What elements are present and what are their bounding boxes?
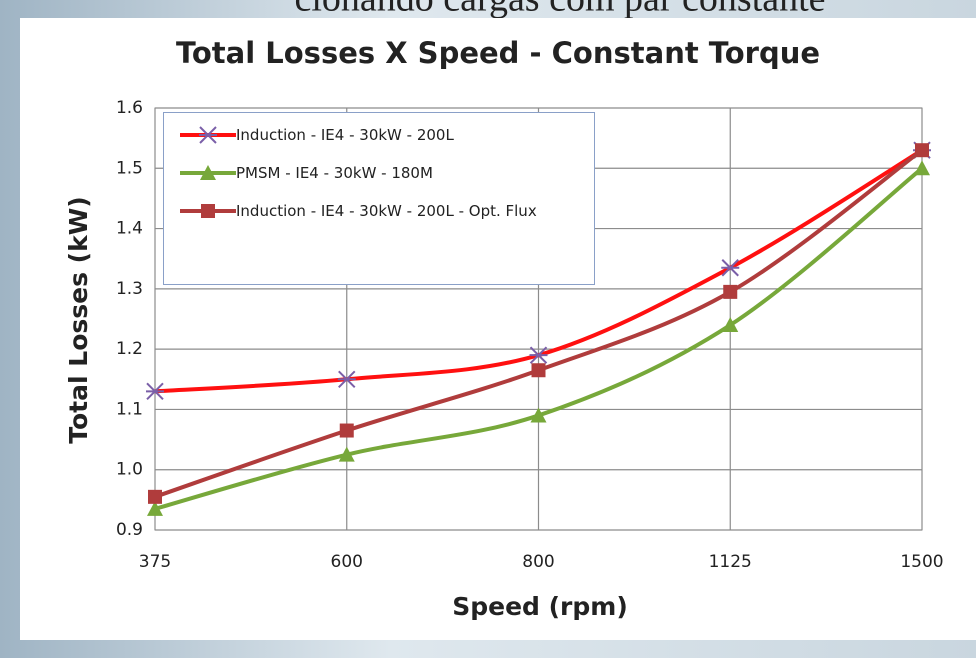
data-point: [337, 370, 356, 388]
data-point: [146, 382, 164, 401]
data-point: [915, 143, 929, 158]
legend-entry: Induction - IE4 - 30kW - 200L - Opt. Flu…: [172, 199, 586, 223]
series-line: [154, 148, 924, 394]
data-point: [530, 407, 547, 423]
y-tick-label: 1.6: [116, 98, 143, 118]
y-tick-label: 1.5: [116, 158, 143, 178]
data-point: [148, 489, 162, 504]
data-point: [338, 446, 355, 462]
y-tick-label: 1.2: [116, 339, 143, 359]
data-point: [914, 160, 930, 176]
y-tick-label: 1.1: [116, 399, 143, 419]
legend-marker: [199, 126, 217, 144]
x-tick-label: 800: [522, 552, 554, 572]
data-point: [147, 500, 163, 516]
x-tick-label: 375: [139, 552, 171, 572]
x-tick-label: 1125: [709, 552, 752, 572]
y-tick-label: 0.9: [116, 520, 143, 540]
legend-label: Induction - IE4 - 30kW - 200L - Opt. Flu…: [236, 202, 537, 220]
data-point: [722, 317, 739, 333]
legend-entry: Induction - IE4 - 30kW - 200L: [172, 123, 586, 147]
data-point: [721, 259, 740, 277]
data-point: [531, 363, 546, 378]
y-axis-label: Total Losses (kW): [64, 196, 93, 443]
legend-label: PMSM - IE4 - 30kW - 180M: [236, 164, 433, 182]
data-point: [339, 423, 354, 438]
x-tick-label: 1500: [900, 552, 943, 572]
legend-entry: PMSM - IE4 - 30kW - 180M: [172, 161, 586, 185]
data-point: [723, 284, 738, 299]
legend-swatch: [180, 204, 236, 218]
legend-swatch: [180, 165, 236, 180]
y-tick-label: 1.4: [116, 219, 143, 239]
legend-marker: [201, 204, 215, 218]
y-tick-label: 1.3: [116, 279, 143, 299]
data-point: [529, 346, 548, 364]
legend-label: Induction - IE4 - 30kW - 200L: [236, 126, 454, 144]
page-header: cionando cargas com par constante: [294, 0, 825, 20]
x-axis-label: Speed (rpm): [452, 592, 628, 621]
legend-swatch: [180, 126, 236, 144]
legend: Induction - IE4 - 30kW - 200L PMSM - IE4 …: [163, 112, 595, 285]
x-tick-label: 600: [331, 552, 363, 572]
chart-title: Total Losses X Speed - Constant Torque: [176, 36, 820, 70]
legend-marker: [200, 165, 216, 180]
y-tick-label: 1.0: [116, 460, 143, 480]
